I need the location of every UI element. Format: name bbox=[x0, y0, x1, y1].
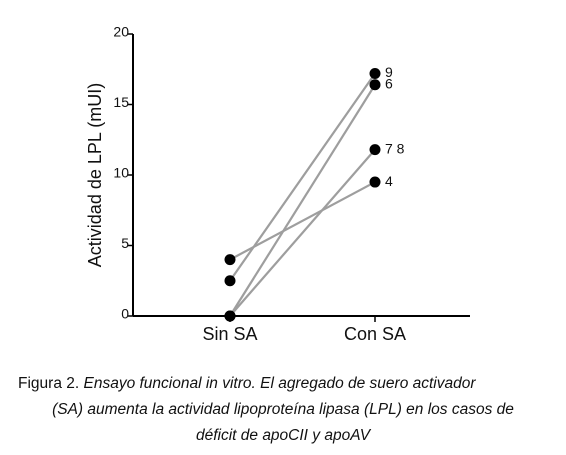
series-line bbox=[229, 148, 376, 317]
series-line bbox=[229, 181, 376, 261]
data-point bbox=[369, 144, 381, 156]
caption-text: (SA) aumenta la actividad lipoproteína l… bbox=[52, 401, 514, 418]
y-tick-label: 5 bbox=[121, 235, 129, 251]
y-axis-label: Actividad de LPL (mUI) bbox=[85, 83, 105, 267]
caption-text: Ensayo funcional in vitro. El agregado d… bbox=[83, 375, 476, 392]
series-line bbox=[229, 84, 376, 317]
caption-label: Figura 2. bbox=[18, 375, 79, 392]
caption-text: déficit de apoCII y apoAV bbox=[196, 427, 372, 444]
point-label: 7 8 bbox=[385, 140, 405, 156]
data-point bbox=[224, 254, 236, 266]
data-point bbox=[369, 79, 381, 91]
x-tick-label: Sin SA bbox=[202, 324, 257, 344]
series-line bbox=[229, 72, 376, 282]
y-tick-label: 15 bbox=[113, 94, 129, 110]
point-label: 6 bbox=[385, 75, 393, 91]
y-tick-label: 20 bbox=[113, 24, 129, 40]
point-label: 9 bbox=[385, 64, 393, 80]
y-tick-label: 0 bbox=[121, 306, 129, 322]
caption: Figura 2. Ensayo funcional in vitro. El … bbox=[18, 375, 476, 392]
data-point bbox=[224, 310, 236, 322]
data-point bbox=[369, 176, 381, 188]
x-tick-label: Con SA bbox=[344, 324, 406, 344]
y-tick-label: 10 bbox=[113, 165, 129, 181]
point-label: 4 bbox=[385, 173, 393, 189]
data-point bbox=[224, 275, 236, 287]
data-point bbox=[369, 67, 381, 79]
